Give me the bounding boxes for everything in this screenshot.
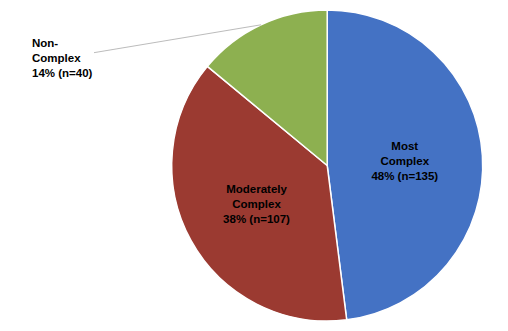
svg-text:MostComplex48% (n=135): MostComplex48% (n=135) xyxy=(371,140,438,182)
svg-text:Non-Complex14% (n=40): Non-Complex14% (n=40) xyxy=(32,37,93,79)
svg-text:ModeratelyComplex38% (n=107): ModeratelyComplex38% (n=107) xyxy=(223,183,290,225)
